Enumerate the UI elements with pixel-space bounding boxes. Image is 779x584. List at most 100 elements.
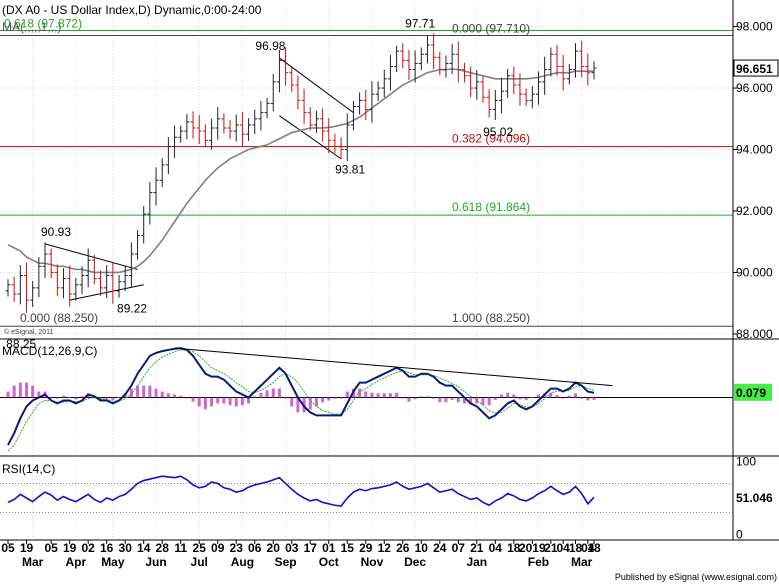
fib-level-label: 1.000 (88.250) — [452, 311, 530, 325]
month-tick-label: Oct — [319, 555, 339, 569]
price-annotation: 93.81 — [335, 162, 365, 176]
day-tick-label: 24 — [433, 541, 447, 555]
ohlc-bar — [159, 158, 165, 188]
macd-trendline — [174, 347, 613, 387]
ohlc-bar — [412, 50, 418, 83]
rsi-tick-label: 0 — [736, 527, 743, 541]
ohlc-bar — [54, 264, 60, 296]
macd-histogram-bar — [567, 395, 571, 398]
price-tick-label: 98.000 — [736, 20, 773, 34]
price-tick-label: 88.000 — [736, 327, 773, 341]
macd-histogram-bar — [240, 397, 244, 406]
macd-histogram-bar — [333, 397, 337, 399]
day-tick-label: 01 — [322, 541, 336, 555]
macd-histogram-bar — [253, 396, 257, 398]
macd-histogram-bar — [31, 385, 35, 398]
macd-histogram-bar — [296, 397, 300, 413]
macd-histogram-bar — [432, 397, 436, 399]
macd-histogram-bar — [160, 391, 164, 398]
rsi-main-line — [7, 475, 595, 507]
ohlc-bar — [579, 40, 585, 77]
day-tick-label: 30 — [119, 541, 133, 555]
ohlc-bar — [258, 100, 264, 131]
macd-histogram-bar — [425, 396, 429, 398]
price-axis: 98.000 96.000 94.000 92.000 90.000 88.000 96.6… — [733, 20, 779, 341]
ohlc-bar — [184, 113, 190, 140]
ohlc-bar — [338, 137, 344, 159]
macd-histogram-bar — [370, 392, 374, 398]
macd-histogram-bar — [185, 397, 189, 399]
ohlc-bar — [276, 49, 282, 93]
macd-histogram-bar — [191, 397, 195, 402]
macd-histogram-bar — [364, 391, 368, 398]
macd-histogram-bar — [462, 397, 466, 404]
trendline-upper — [44, 243, 138, 270]
ohlc-bar — [591, 61, 597, 80]
ohlc-bar — [529, 86, 535, 109]
ohlc-bar — [48, 248, 54, 278]
day-tick-label: 28 — [156, 541, 170, 555]
macd-histogram-bar — [68, 396, 72, 398]
day-tick-label: 09 — [211, 541, 225, 555]
ohlc-bar — [42, 242, 48, 278]
macd-signal-line — [7, 349, 595, 452]
ohlc-bar — [79, 266, 85, 294]
macd-histogram-bar — [308, 397, 312, 410]
day-tick-label: 29 — [359, 541, 373, 555]
macd-histogram-bar — [25, 382, 29, 398]
rsi-tick-label: 100 — [736, 455, 756, 469]
macd-histogram-bar — [469, 397, 473, 405]
day-tick-label: 21 — [544, 541, 558, 555]
ohlc-bar — [511, 66, 517, 95]
day-tick-label: 07 — [452, 541, 466, 555]
macd-histogram-bar — [407, 397, 411, 402]
ohlc-bar — [344, 113, 350, 162]
rsi-axis: 10050051.046 — [734, 455, 778, 541]
month-tick-label: Dec — [404, 555, 426, 569]
macd-histogram-bar — [210, 397, 214, 407]
ohlc-bar — [73, 277, 79, 301]
macd-tag-label: 0.079 — [736, 386, 766, 400]
day-tick-label: 2019 — [519, 541, 546, 555]
ohlc-bar — [535, 71, 541, 105]
ohlc-bar — [505, 69, 511, 98]
fib-level-label: 0.618 (91.864) — [452, 200, 530, 214]
macd-histogram-bar — [530, 396, 534, 398]
ohlc-bar — [523, 88, 529, 106]
ohlc-bar — [98, 270, 104, 296]
ohlc-bar — [517, 73, 523, 106]
ohlc-bar — [209, 118, 215, 150]
price-tick-label: 90.000 — [736, 265, 773, 279]
macd-histogram-bar — [444, 397, 448, 403]
publisher-note: Published by eSignal (www.esignal.com) — [615, 572, 777, 582]
ohlc-bar — [190, 111, 196, 139]
macd-histogram-bar — [475, 397, 479, 404]
day-tick-label: 03 — [285, 541, 299, 555]
ohlc-bar — [560, 54, 566, 91]
day-tick-label: 04 — [556, 541, 570, 555]
ohlc-bar — [110, 262, 116, 304]
fib-level-label: 0.618 (97.872) — [4, 17, 82, 31]
macd-histogram-bar — [265, 390, 269, 398]
macd-value-tag: 0.079 — [734, 383, 772, 401]
ohlc-bar — [128, 242, 134, 288]
macd-histogram-bar — [284, 397, 288, 399]
macd-histogram-bar — [499, 394, 503, 398]
ohlc-bar — [350, 100, 356, 131]
macd-lines — [7, 347, 613, 452]
day-tick-label: 04 — [581, 541, 595, 555]
macd-histogram-bar — [555, 395, 559, 398]
day-tick-label: 19 — [63, 541, 77, 555]
macd-histogram-bar — [228, 397, 232, 406]
macd-histogram-bar — [481, 397, 485, 406]
month-tick-label: May — [101, 555, 125, 569]
macd-histogram-bar — [271, 388, 275, 398]
macd-histogram-bar — [12, 385, 16, 398]
price-tick-label: 94.000 — [736, 143, 773, 157]
ohlc-bar — [91, 254, 97, 285]
macd-histogram-bar — [111, 397, 115, 400]
ohlc-bar — [498, 78, 504, 114]
macd-histogram-bar — [487, 397, 491, 406]
ohlc-bar — [572, 43, 578, 78]
